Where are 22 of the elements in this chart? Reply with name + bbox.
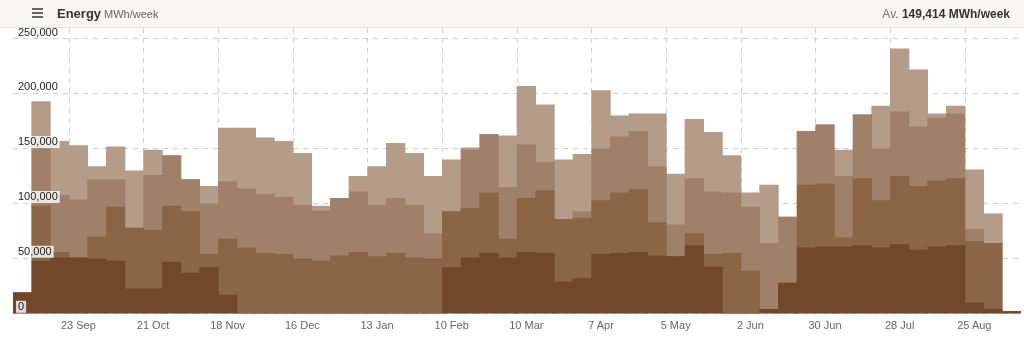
y-tick-label: 200,000 — [18, 80, 58, 93]
y-tick-label: 100,000 — [18, 190, 58, 203]
x-tick-label: 16 Dec — [284, 319, 321, 332]
chart-title: Energy — [57, 6, 102, 21]
y-tick-label: 50,000 — [18, 245, 52, 258]
x-tick-label: 7 Apr — [588, 319, 615, 332]
x-tick-label: 30 Jun — [808, 319, 842, 332]
x-tick-label: 13 Jan — [360, 319, 394, 332]
x-tick-label: 10 Mar — [509, 319, 544, 332]
x-tick-label: 18 Nov — [210, 319, 246, 332]
x-tick-label: 5 May — [660, 319, 692, 332]
x-tick-label: 10 Feb — [434, 319, 469, 332]
y-tick-label: 150,000 — [18, 135, 58, 148]
y-tick-label: 0 — [18, 300, 25, 313]
x-tick-label: 21 Oct — [136, 319, 170, 332]
y-tick-label: 250,000 — [18, 25, 58, 38]
x-tick-label: 28 Jul — [884, 319, 915, 332]
x-tick-label: 23 Sep — [60, 319, 96, 332]
x-tick-label: 25 Aug — [957, 319, 992, 332]
text: Av. 149,414 MWh/week — [882, 7, 1010, 21]
x-tick-label: 2 Jun — [736, 319, 764, 332]
chart-subtitle: MWh/week — [104, 8, 159, 20]
